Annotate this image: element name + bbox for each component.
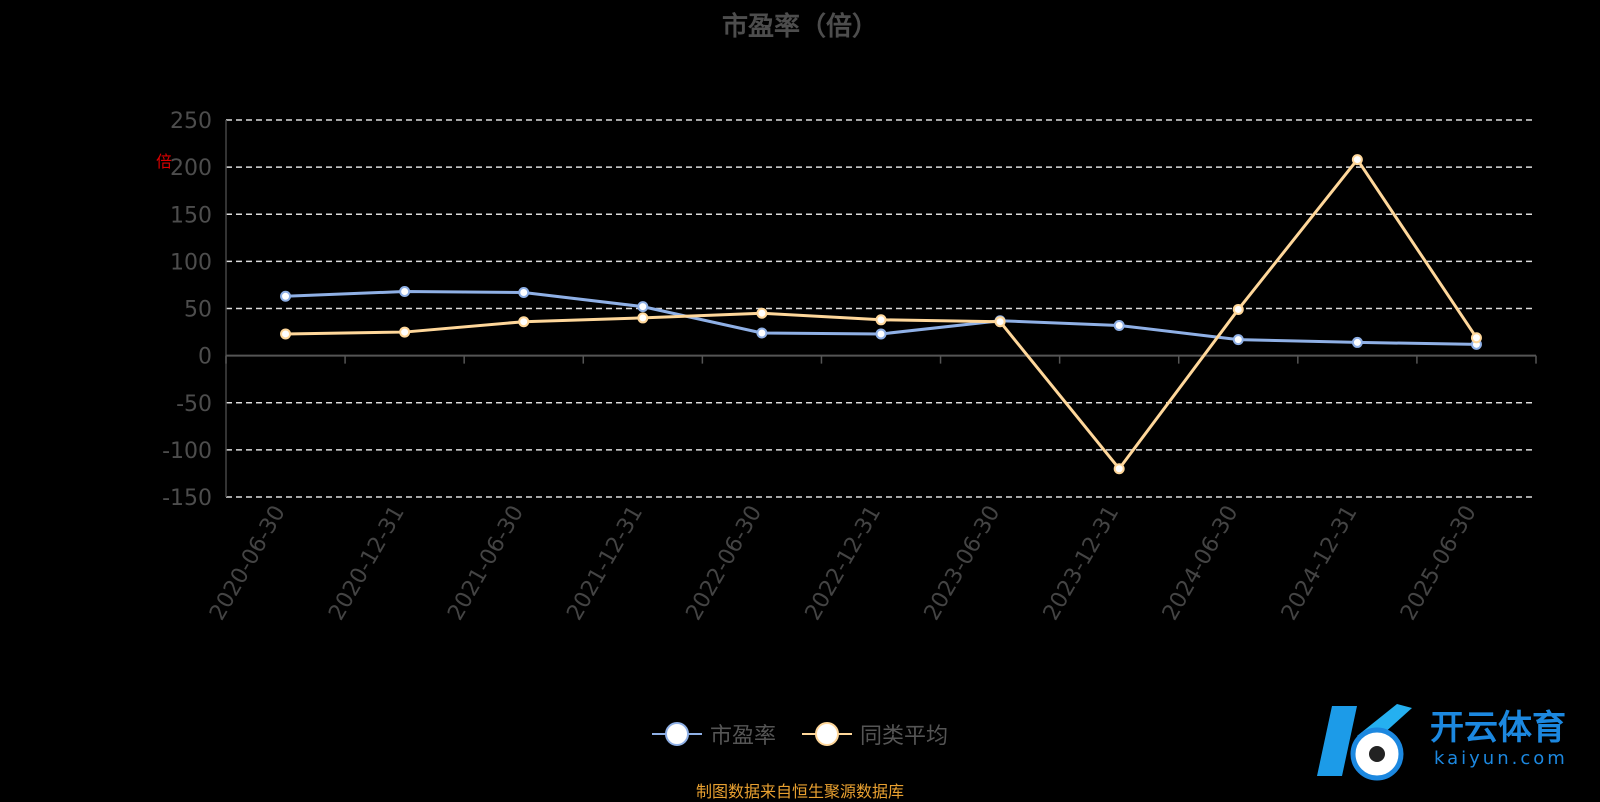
y-tick-label: -50	[176, 392, 212, 417]
y-tick-label: -100	[162, 439, 212, 464]
data-point-0[interactable]	[756, 327, 768, 339]
x-tick-label: 2025-06-30	[1396, 502, 1482, 625]
legend-label-pe: 市盈率	[709, 724, 776, 749]
x-tick-label: 2021-06-30	[443, 502, 529, 625]
x-axis: 2020-06-30 2020-12-31 2021-06-30 2021-12-31…	[205, 354, 1537, 625]
data-point-1[interactable]	[875, 314, 887, 326]
y-axis: 250 200 150 100 50 0 -50 -100 -150	[162, 109, 227, 511]
x-tick-label: 2022-06-30	[682, 502, 768, 625]
data-point-1[interactable]	[399, 326, 411, 338]
grid-lines	[226, 119, 1536, 498]
data-point-0[interactable]	[399, 286, 411, 298]
legend-swatch-peer-avg	[802, 720, 852, 748]
data-point-1[interactable]	[637, 312, 649, 324]
data-point-1[interactable]	[518, 316, 530, 328]
y-tick-label: 0	[198, 345, 212, 370]
legend-label-peer-avg: 同类平均	[860, 724, 949, 749]
data-point-0[interactable]	[1232, 334, 1244, 346]
data-point-1[interactable]	[1351, 154, 1363, 166]
legend-swatch-pe	[651, 720, 702, 748]
series-layer	[280, 154, 1482, 475]
data-point-1[interactable]	[1232, 303, 1244, 315]
data-point-0[interactable]	[518, 286, 530, 298]
legend-item-peer-avg[interactable]: 同类平均	[802, 718, 948, 750]
y-tick-label: 200	[170, 156, 212, 181]
chart-title: 市盈率（倍）	[721, 12, 878, 42]
y-tick-label: -150	[162, 486, 212, 511]
y-tick-label: 50	[184, 298, 212, 323]
x-tick-label: 2024-12-31	[1277, 502, 1363, 625]
series-line-1	[285, 158, 1478, 471]
watermark-logo: 开云体育 kaiyun.com	[1312, 696, 1592, 786]
kaiyun-logo-icon	[1317, 704, 1412, 781]
data-point-0[interactable]	[1113, 319, 1125, 331]
data-point-1[interactable]	[756, 307, 768, 319]
data-point-0[interactable]	[637, 301, 649, 313]
x-tick-label: 2020-06-30	[205, 502, 291, 625]
x-tick-label: 2021-12-31	[562, 502, 648, 625]
y-tick-label: 150	[170, 203, 212, 228]
x-tick-label: 2024-06-30	[1158, 502, 1244, 625]
y-tick-label: 100	[170, 250, 212, 275]
watermark-brand: 开云体育	[1430, 708, 1566, 748]
x-tick-label: 2023-06-30	[920, 501, 1006, 624]
data-point-1[interactable]	[1470, 332, 1482, 344]
data-point-1[interactable]	[280, 328, 292, 340]
y-axis-unit-mark: 倍	[156, 152, 173, 171]
data-point-1[interactable]	[994, 316, 1006, 328]
x-tick-label: 2023-12-31	[1039, 502, 1125, 625]
x-tick-label: 2020-12-31	[324, 502, 410, 625]
data-source-note: 制图数据来自恒生聚源数据库	[695, 782, 904, 801]
legend-item-pe[interactable]: 市盈率	[651, 718, 776, 750]
data-point-0[interactable]	[1351, 336, 1363, 348]
watermark-domain: kaiyun.com	[1434, 748, 1568, 769]
x-tick-label: 2022-12-31	[801, 502, 887, 625]
data-point-1[interactable]	[1113, 463, 1125, 475]
data-point-0[interactable]	[875, 328, 887, 340]
data-point-0[interactable]	[280, 290, 292, 302]
y-tick-label: 250	[170, 109, 212, 134]
legend: 市盈率 同类平均	[0, 718, 1600, 750]
